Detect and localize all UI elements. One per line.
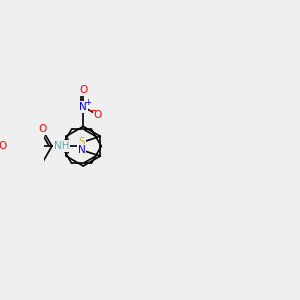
Text: O: O bbox=[38, 124, 46, 134]
Text: NH: NH bbox=[54, 141, 70, 151]
Text: +: + bbox=[84, 98, 91, 106]
Text: O: O bbox=[94, 110, 102, 120]
Text: S: S bbox=[78, 137, 85, 147]
Text: N: N bbox=[79, 102, 87, 112]
Text: N: N bbox=[78, 145, 86, 155]
Text: O: O bbox=[79, 85, 87, 95]
Text: O: O bbox=[0, 141, 7, 151]
Text: −: − bbox=[88, 106, 97, 116]
